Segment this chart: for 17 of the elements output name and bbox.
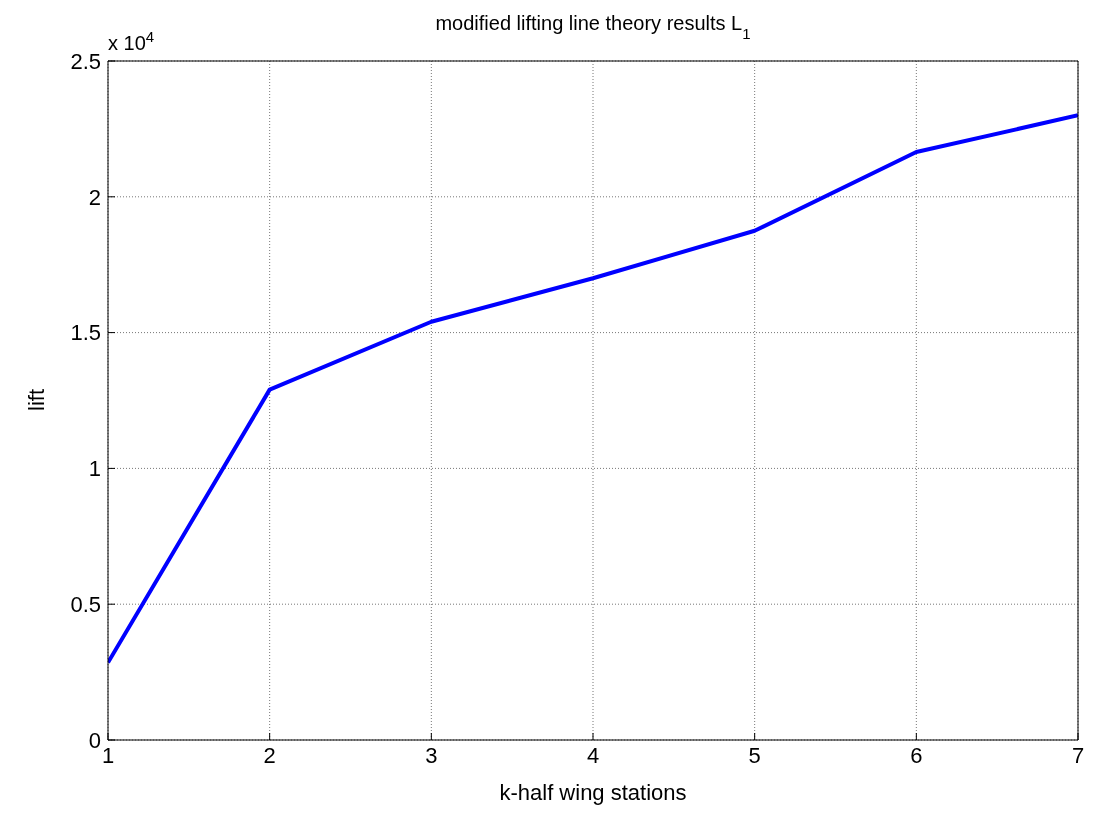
y-tick-label: 1 (88, 456, 101, 482)
y-tick-label: 2 (88, 184, 101, 210)
text: x 10$^{4}$ (108, 27, 155, 54)
y-tick-label: 0.5 (70, 592, 101, 618)
y-tick-label: 1.5 (70, 320, 101, 346)
x-tick-label: 5 (748, 742, 761, 768)
x-tick-label: 7 (1071, 742, 1085, 768)
chart-title: modified lifting line theory results L$_{1}$ (435, 12, 751, 42)
line-series (108, 113, 1078, 665)
x-tick-label: 2 (263, 742, 276, 768)
y-axis-title: lift (24, 389, 49, 411)
y-tick-label: 0 (88, 727, 101, 753)
x-tick-label: 6 (910, 742, 923, 768)
x-axis-title: k-half wing stations (499, 780, 687, 805)
y-tick-label: 2.5 (70, 48, 101, 74)
x-tick-label: 4 (586, 742, 600, 768)
x-tick-label: 3 (425, 742, 438, 768)
